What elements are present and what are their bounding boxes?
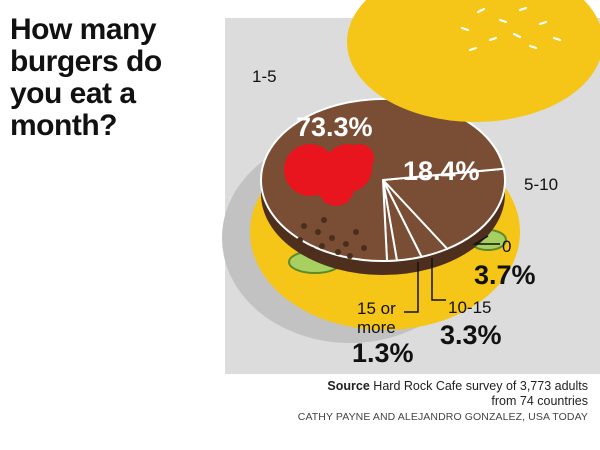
callout-line-10-15: [431, 258, 446, 301]
page-title: How many burgers do you eat a month?: [10, 13, 162, 142]
slice-value-1-5: 73.3%: [296, 112, 373, 142]
slice-label-15-or-more: 15 or more: [357, 299, 400, 337]
slice-label-10-15: 10-15: [448, 298, 491, 317]
slice-label-1-5: 1-5: [252, 67, 277, 86]
slice-value-15-or-more: 1.3%: [352, 338, 414, 368]
callout-lines: [404, 235, 500, 313]
pie-slice-5-10: [382, 167, 506, 250]
slice-value-5-10: 18.4%: [403, 156, 480, 186]
top-bun: [347, 0, 600, 122]
callout-line-15-or-more: [404, 262, 419, 313]
sesame-seeds: [460, 6, 562, 52]
source-text-line-1: Hard Rock Cafe survey of 3,773 adults: [373, 379, 588, 393]
credit-line: CATHY PAYNE AND ALEJANDRO GONZALEZ, USA …: [297, 411, 588, 423]
patty-texture: [297, 217, 367, 259]
callout-line-0: [472, 235, 500, 245]
tomato: [284, 144, 374, 206]
slice-value-0: 3.7%: [474, 260, 536, 290]
source-footer: Source Hard Rock Cafe survey of 3,773 ad…: [298, 379, 588, 425]
slice-label-5-10: 5-10: [524, 175, 558, 194]
slice-label-0: 0: [502, 237, 511, 256]
source-label: Source: [327, 379, 370, 393]
source-text-line-2: from 74 countries: [491, 394, 588, 408]
slice-value-10-15: 3.3%: [440, 320, 502, 350]
